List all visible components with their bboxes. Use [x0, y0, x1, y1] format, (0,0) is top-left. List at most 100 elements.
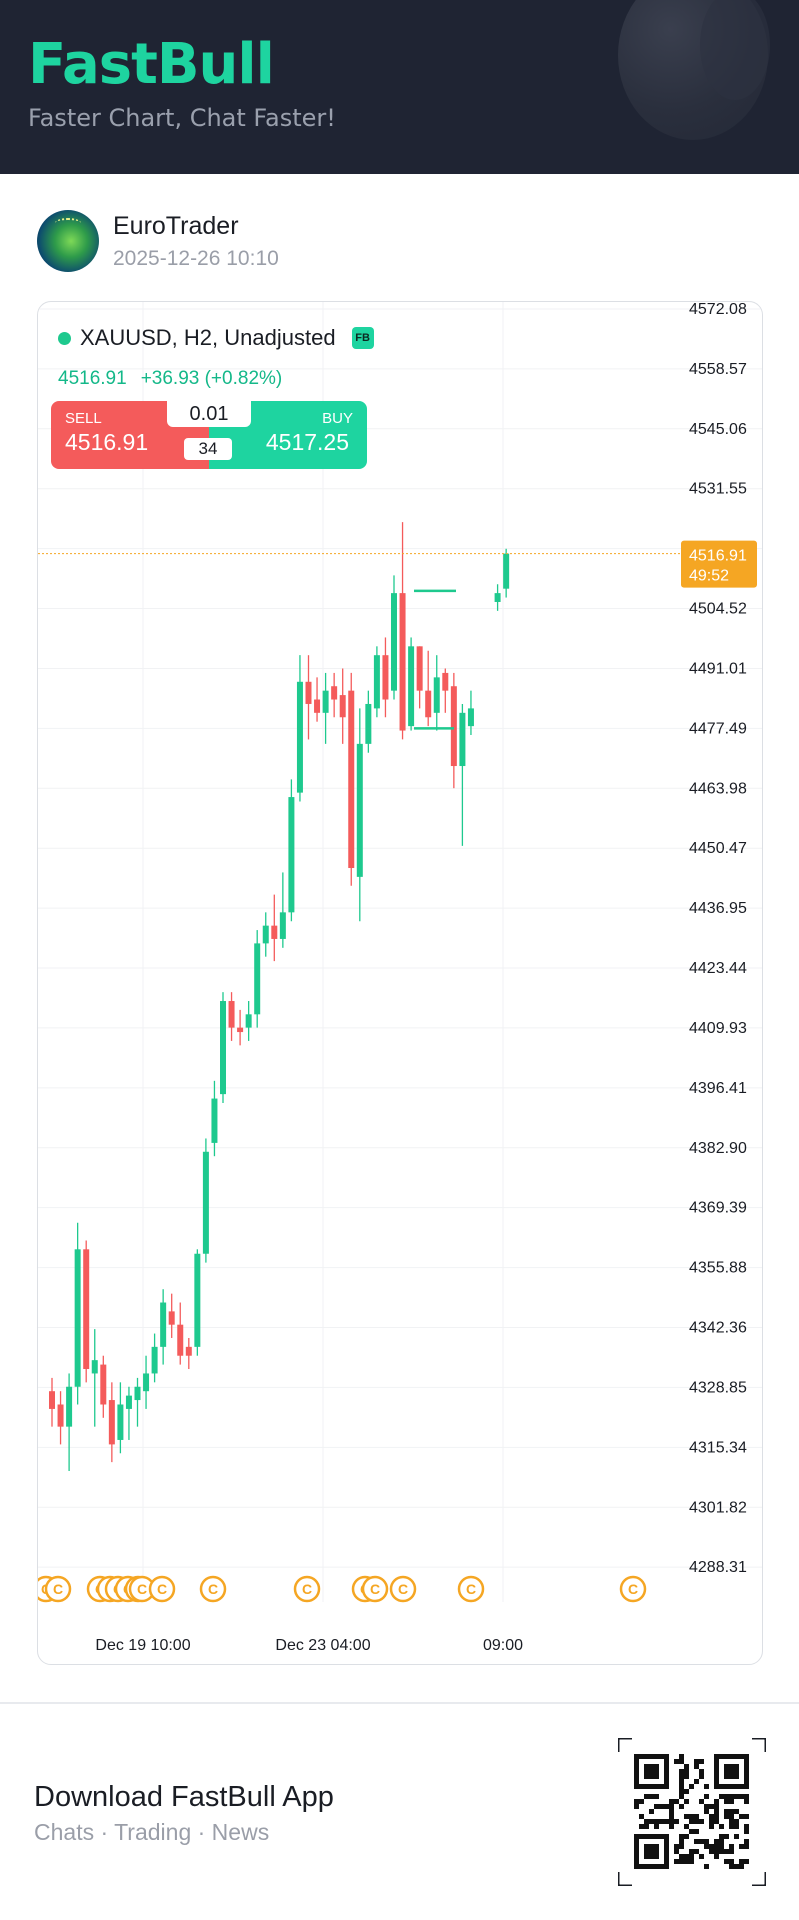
candle-body: [314, 699, 321, 713]
price-change-line: 4516.91 +36.93 (+0.82%): [58, 368, 282, 390]
qr-module: [639, 1814, 644, 1819]
y-tick-label: 4315.34: [689, 1439, 747, 1456]
candle-body: [262, 925, 269, 944]
qr-module: [729, 1794, 734, 1799]
qr-module: [744, 1844, 749, 1849]
qr-module: [694, 1819, 699, 1824]
candle-body: [254, 943, 261, 1015]
y-tick-label: 4463.98: [689, 780, 747, 797]
qr-module: [714, 1819, 719, 1824]
qr-module: [664, 1804, 669, 1809]
qr-module: [634, 1804, 639, 1809]
y-tick-label: 4355.88: [689, 1260, 747, 1277]
qr-module: [679, 1794, 684, 1799]
lot-size-input[interactable]: 0.01: [167, 401, 251, 427]
qr-code-icon[interactable]: [618, 1738, 766, 1886]
qr-module: [689, 1814, 694, 1819]
candle: [194, 1249, 201, 1356]
candle-body: [100, 1364, 107, 1405]
qr-module: [744, 1794, 749, 1799]
candle: [228, 992, 235, 1041]
candle-body: [125, 1395, 132, 1409]
qr-module: [694, 1764, 699, 1769]
candle: [237, 1009, 244, 1046]
candle: [66, 1373, 73, 1471]
candle: [151, 1333, 158, 1383]
y-tick-label: 4558.57: [689, 361, 747, 378]
qr-module: [704, 1784, 709, 1789]
qr-module: [679, 1779, 684, 1784]
countdown-label: 49:52: [689, 568, 729, 585]
candle: [117, 1382, 124, 1454]
y-tick-label: 4545.06: [689, 421, 747, 438]
download-subtitle: Chats · Trading · News: [34, 1819, 270, 1845]
qr-module: [729, 1809, 734, 1814]
candle-body: [416, 646, 423, 691]
qr-module: [694, 1829, 699, 1834]
qr-module: [674, 1859, 679, 1864]
candle: [503, 548, 510, 598]
qr-module: [669, 1799, 674, 1804]
candle-body: [202, 1151, 209, 1254]
qr-module: [734, 1824, 739, 1829]
qr-module: [684, 1769, 689, 1774]
candlestick-chart[interactable]: 4572.08 4558.57 4545.06 4531.55 4504.52 4491.…: [38, 302, 762, 1664]
qr-module: [734, 1794, 739, 1799]
qr-module: [709, 1824, 714, 1829]
qr-module: [674, 1759, 679, 1764]
candle: [100, 1355, 107, 1418]
qr-module: [664, 1819, 669, 1824]
event-marker-circle: [619, 1575, 647, 1603]
candle: [177, 1302, 184, 1365]
candle-body: [143, 1373, 150, 1392]
qr-finder: [724, 1764, 739, 1779]
candle-body: [450, 686, 457, 767]
qr-module: [734, 1809, 739, 1814]
qr-module: [729, 1799, 734, 1804]
qr-module: [724, 1794, 729, 1799]
candle: [202, 1138, 209, 1263]
qr-module: [704, 1844, 709, 1849]
event-marker-icon: C: [619, 1575, 647, 1603]
candle: [211, 1080, 218, 1157]
qr-module: [699, 1839, 704, 1844]
candle: [254, 930, 261, 1028]
qr-module: [719, 1839, 724, 1844]
y-tick-label: 4288.31: [689, 1559, 747, 1576]
download-title[interactable]: Download FastBull App: [34, 1781, 334, 1813]
candle: [365, 690, 372, 753]
y-tick-label: 4423.44: [689, 960, 747, 977]
chart-legend: XAUUSD, H2, Unadjusted FB: [58, 325, 374, 351]
candle: [168, 1293, 175, 1338]
qr-module: [709, 1819, 714, 1824]
candle-body: [83, 1249, 90, 1370]
qr-module: [704, 1864, 709, 1869]
qr-module: [704, 1794, 709, 1799]
avatar[interactable]: [37, 210, 99, 272]
chart-card[interactable]: 4572.08 4558.57 4545.06 4531.55 4504.52 4491.…: [37, 301, 763, 1665]
candle-body: [373, 655, 380, 709]
candle: [245, 1001, 252, 1041]
qr-module: [704, 1804, 709, 1809]
candle-body: [322, 690, 329, 713]
event-marker-circle: [457, 1575, 485, 1603]
qr-module: [659, 1819, 664, 1824]
qr-module: [714, 1799, 719, 1804]
qr-module: [679, 1759, 684, 1764]
qr-module: [709, 1814, 714, 1819]
qr-module: [644, 1819, 649, 1824]
qr-module: [679, 1804, 684, 1809]
qr-module: [739, 1864, 744, 1869]
qr-module: [644, 1794, 649, 1799]
candle: [399, 522, 406, 740]
qr-module: [744, 1824, 749, 1829]
candle: [83, 1240, 90, 1383]
buy-price: 4517.25: [265, 429, 349, 455]
candle-body: [365, 703, 372, 744]
qr-module: [714, 1854, 719, 1859]
user-name[interactable]: EuroTrader: [113, 212, 239, 240]
qr-module: [654, 1794, 659, 1799]
qr-module: [674, 1844, 679, 1849]
qr-module: [714, 1849, 719, 1854]
qr-module: [654, 1819, 659, 1824]
